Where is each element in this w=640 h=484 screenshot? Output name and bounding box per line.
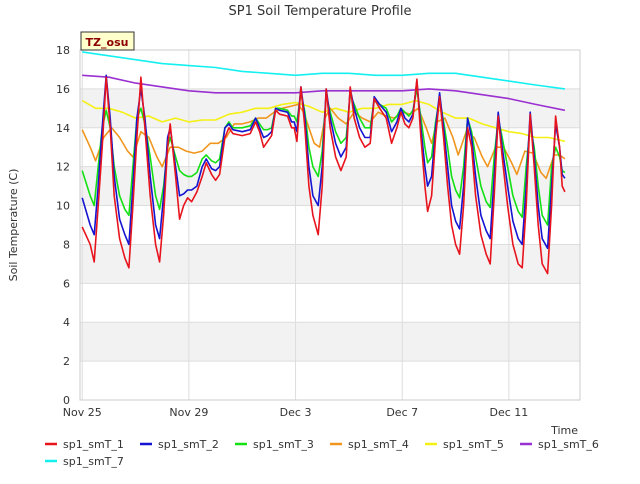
legend-label: sp1_smT_5 (443, 438, 504, 451)
legend-label: sp1_smT_4 (348, 438, 409, 451)
series-line-sp1-smT-6 (82, 74, 566, 112)
legend-label: sp1_smT_6 (538, 438, 599, 451)
y-tick-label: 14 (56, 122, 70, 135)
legend-item-sp1-smT-2: sp1_smT_2 (140, 438, 219, 451)
grid-band (80, 322, 580, 362)
y-tick-label: 4 (63, 316, 70, 329)
y-tick-label: 16 (56, 83, 70, 96)
legend-label: sp1_smT_7 (63, 455, 124, 468)
legend-item-sp1-smT-1: sp1_smT_1 (45, 438, 124, 451)
y-tick-label: 10 (56, 200, 70, 213)
legend: sp1_smT_1 sp1_smT_2 sp1_smT_3 sp1_smT_4 sp1_… (45, 438, 599, 468)
x-tick-label: Dec 3 (280, 406, 312, 419)
y-tick-label: 6 (63, 277, 70, 290)
legend-label: sp1_smT_3 (253, 438, 314, 451)
y-tick-label: 12 (56, 161, 70, 174)
x-tick-label: Dec 7 (386, 406, 418, 419)
chart-title: SP1 Soil Temperature Profile (229, 4, 412, 19)
x-tick-label: Dec 11 (489, 406, 528, 419)
legend-item-sp1-smT-3: sp1_smT_3 (235, 438, 314, 451)
x-axis-label: Time (550, 424, 578, 437)
plot-border (79, 49, 581, 401)
series-line-sp1-smT-5 (81, 99, 566, 143)
x-tick-label: Nov 29 (169, 406, 208, 419)
series-line-sp1-smT-7 (82, 51, 566, 90)
grid-band (80, 244, 580, 284)
legend-item-sp1-smT-5: sp1_smT_5 (425, 438, 504, 451)
y-axis-label: Soil Temperature (C) (7, 169, 20, 282)
legend-label: sp1_smT_1 (63, 438, 124, 451)
tz-badge-label: TZ_osu (86, 36, 129, 49)
legend-label: sp1_smT_2 (158, 438, 219, 451)
y-tick-label: 18 (56, 44, 70, 57)
tz-badge: TZ_osu (80, 31, 135, 51)
y-tick-label: 0 (63, 394, 70, 407)
y-tick-label: 8 (63, 238, 70, 251)
legend-item-sp1-smT-7: sp1_smT_7 (45, 455, 124, 468)
y-tick-label: 2 (63, 355, 70, 368)
series-line-sp1-smT-1 (81, 76, 566, 275)
legend-item-sp1-smT-6: sp1_smT_6 (520, 438, 599, 451)
legend-item-sp1-smT-4: sp1_smT_4 (330, 438, 409, 451)
x-tick-label: Nov 25 (63, 406, 102, 419)
